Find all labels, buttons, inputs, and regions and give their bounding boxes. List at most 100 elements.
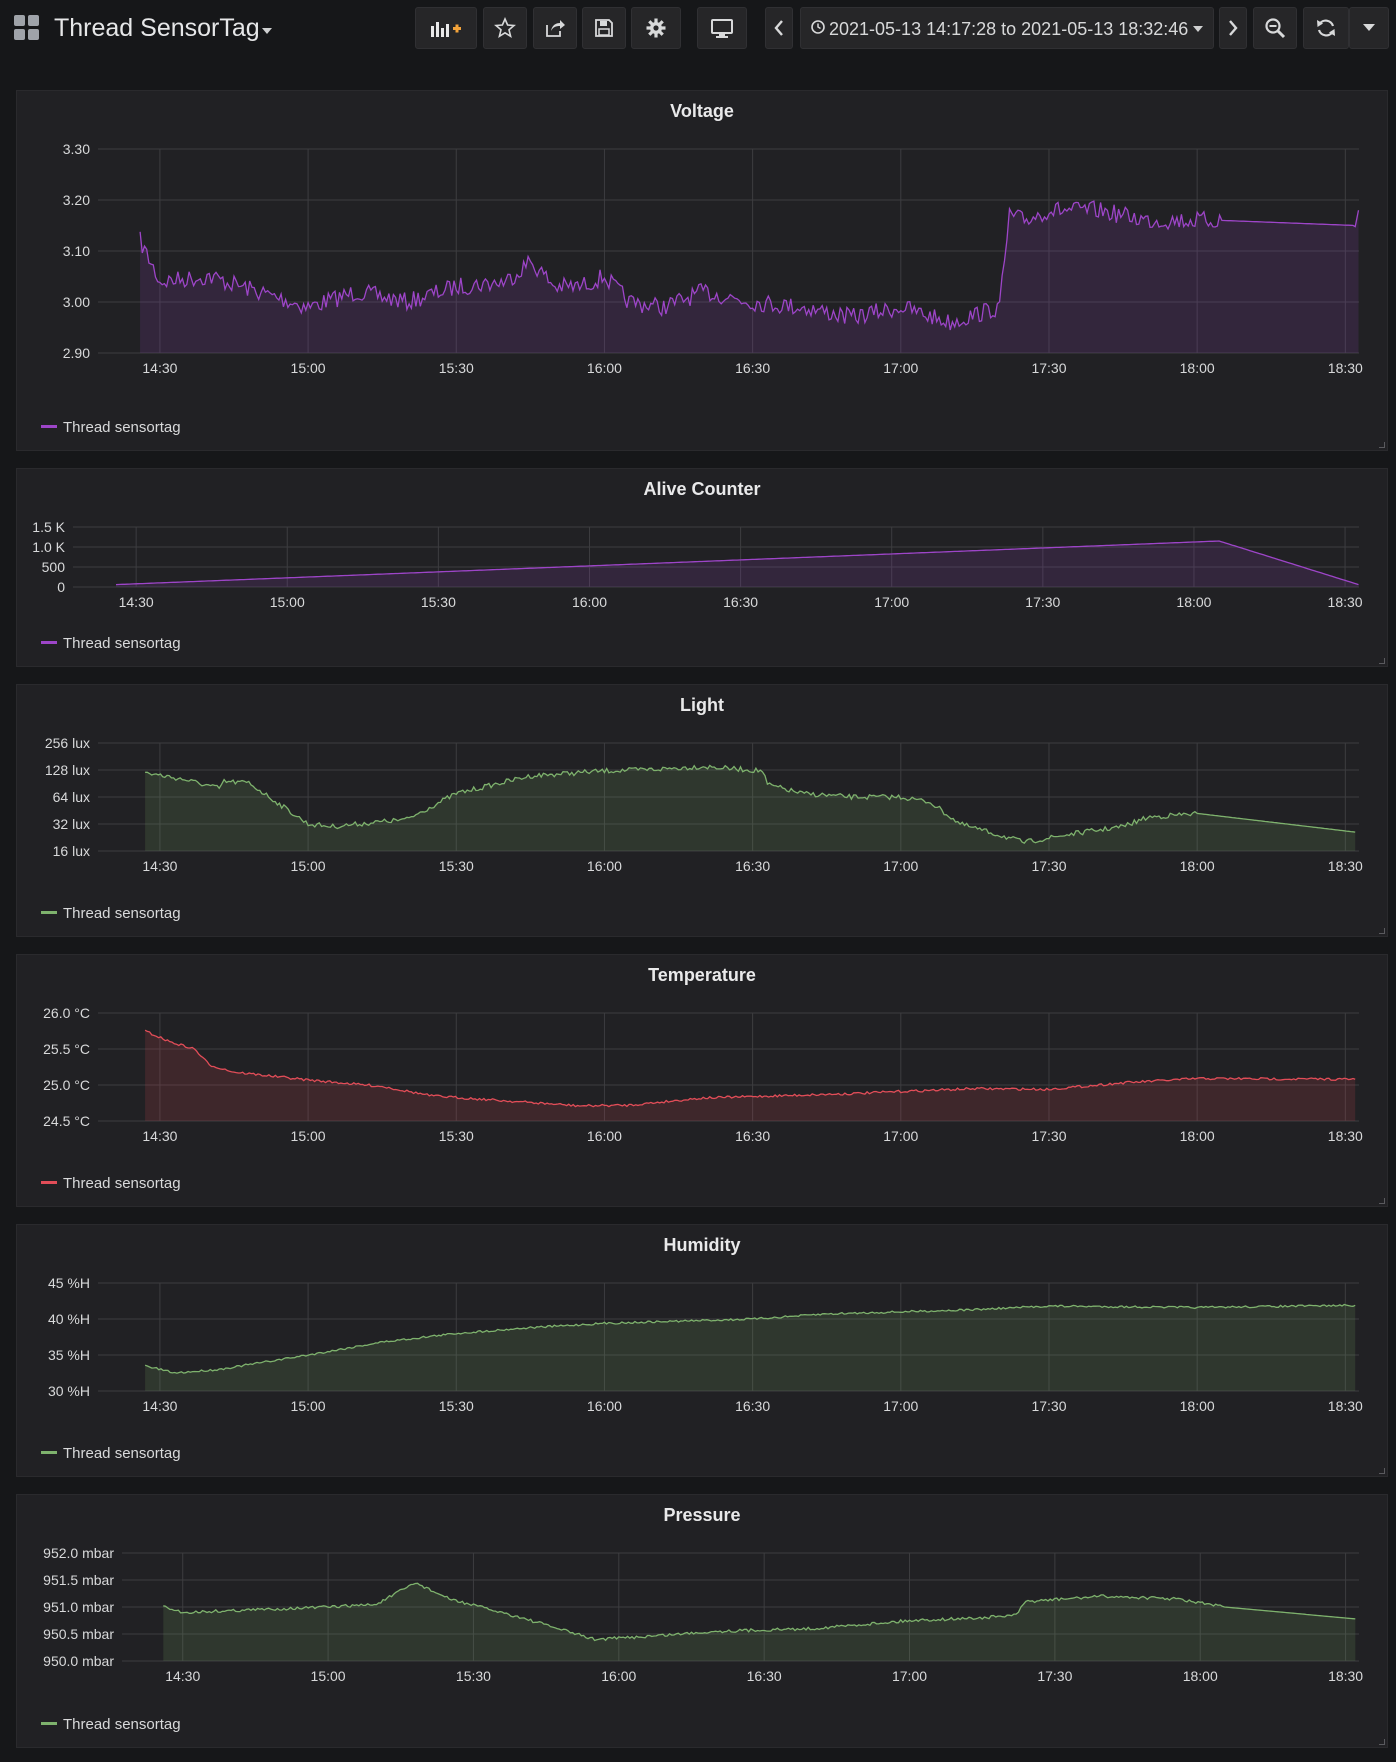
panel-title[interactable]: Alive Counter bbox=[643, 479, 761, 499]
y-tick-label: 128 lux bbox=[45, 762, 90, 778]
time-forward-button[interactable] bbox=[1219, 7, 1247, 49]
light-chart: 256 lux 128 lux 64 lux 32 lux 16 lux 14:30 15:… bbox=[45, 735, 1363, 874]
refresh-icon bbox=[1317, 19, 1335, 37]
x-tick-label: 17:30 bbox=[1031, 858, 1066, 874]
series-area bbox=[163, 1583, 1356, 1661]
series-line[interactable] bbox=[139, 200, 1360, 331]
x-tick-label: 16:30 bbox=[735, 1128, 770, 1144]
x-tick-label: 16:00 bbox=[572, 594, 607, 610]
series-line[interactable] bbox=[163, 1582, 1356, 1642]
legend-series-label[interactable]: Thread sensortag bbox=[63, 635, 181, 652]
x-tick-label: 18:00 bbox=[1180, 858, 1215, 874]
dashboard-title[interactable]: Thread SensorTag bbox=[54, 14, 260, 42]
y-tick-label: 25.0 °C bbox=[43, 1077, 90, 1093]
x-tick-label: 16:00 bbox=[587, 1398, 622, 1414]
x-tick-label: 17:00 bbox=[883, 360, 918, 376]
star-button[interactable] bbox=[483, 7, 527, 49]
legend-series-label[interactable]: Thread sensortag bbox=[63, 905, 181, 922]
legend-swatch bbox=[41, 1180, 57, 1184]
resize-handle[interactable] bbox=[1379, 658, 1385, 664]
series-area bbox=[116, 541, 1359, 587]
settings-button[interactable] bbox=[631, 7, 681, 49]
refresh-interval-button[interactable] bbox=[1349, 7, 1389, 49]
chevron-right-icon bbox=[1229, 20, 1238, 36]
x-tick-label: 16:00 bbox=[601, 1668, 636, 1684]
y-tick-label: 2.90 bbox=[63, 345, 90, 361]
resize-handle[interactable] bbox=[1379, 928, 1385, 934]
series-line[interactable] bbox=[145, 764, 1356, 845]
resize-handle[interactable] bbox=[1379, 1198, 1385, 1204]
zoom-out-button[interactable] bbox=[1253, 7, 1297, 49]
x-tick-label: 18:30 bbox=[1328, 594, 1363, 610]
save-button[interactable] bbox=[582, 7, 626, 49]
resize-handle[interactable] bbox=[1379, 1739, 1385, 1745]
x-tick-label: 18:30 bbox=[1328, 1398, 1363, 1414]
y-tick-label: 25.5 °C bbox=[43, 1041, 90, 1057]
y-tick-label: 3.10 bbox=[63, 243, 90, 259]
panel-alive-counter: Alive Counter 1.5 K 1.0 K 500 0 14:30 15:00 15… bbox=[16, 468, 1388, 667]
y-tick-label: 16 lux bbox=[53, 843, 90, 859]
x-tick-label: 16:00 bbox=[587, 1128, 622, 1144]
x-tick-label: 15:00 bbox=[270, 594, 305, 610]
resize-handle[interactable] bbox=[1379, 442, 1385, 448]
x-tick-label: 14:30 bbox=[119, 594, 154, 610]
y-tick-label: 951.0 mbar bbox=[43, 1599, 114, 1615]
resize-handle[interactable] bbox=[1379, 1468, 1385, 1474]
share-button[interactable] bbox=[533, 7, 577, 49]
panel-title[interactable]: Temperature bbox=[648, 965, 756, 985]
x-tick-label: 15:00 bbox=[291, 1128, 326, 1144]
y-tick-label: 26.0 °C bbox=[43, 1005, 90, 1021]
panel-title[interactable]: Voltage bbox=[670, 101, 734, 121]
x-tick-label: 15:00 bbox=[291, 1398, 326, 1414]
time-range-label: 2021-05-13 14:17:28 to 2021-05-13 18:32:… bbox=[829, 19, 1189, 39]
panel-title[interactable]: Pressure bbox=[663, 1505, 741, 1525]
y-tick-label: 3.00 bbox=[63, 294, 90, 310]
tv-mode-button[interactable] bbox=[697, 7, 747, 49]
legend-swatch bbox=[41, 640, 57, 644]
zoom-out-icon bbox=[1265, 18, 1286, 39]
series-line[interactable] bbox=[115, 540, 1359, 586]
refresh-button[interactable] bbox=[1303, 7, 1349, 49]
legend-series-label[interactable]: Thread sensortag bbox=[63, 1716, 181, 1733]
x-tick-label: 15:00 bbox=[311, 1668, 346, 1684]
share-icon bbox=[546, 20, 565, 37]
y-tick-label: 950.5 mbar bbox=[43, 1626, 114, 1642]
y-tick-label: 0 bbox=[57, 579, 65, 595]
series-area bbox=[145, 765, 1356, 851]
legend-series-label[interactable]: Thread sensortag bbox=[63, 1175, 181, 1192]
series-line[interactable] bbox=[144, 1029, 1356, 1108]
series-area bbox=[145, 1304, 1356, 1391]
x-tick-label: 17:30 bbox=[1031, 1398, 1066, 1414]
panel-title[interactable]: Light bbox=[680, 695, 724, 715]
time-back-button[interactable] bbox=[765, 7, 793, 49]
panel-title[interactable]: Humidity bbox=[663, 1235, 741, 1255]
x-tick-label: 17:30 bbox=[1031, 360, 1066, 376]
x-tick-label: 16:00 bbox=[587, 858, 622, 874]
x-tick-label: 17:00 bbox=[892, 1668, 927, 1684]
x-tick-label: 16:30 bbox=[747, 1668, 782, 1684]
add-panel-button[interactable] bbox=[415, 7, 477, 49]
x-tick-label: 16:00 bbox=[587, 360, 622, 376]
voltage-chart: 3.30 3.20 3.10 3.00 2.90 14:30 15:00 15:30 16:00… bbox=[63, 141, 1363, 376]
dashboard-grid-icon[interactable] bbox=[14, 15, 40, 41]
x-tick-label: 17:00 bbox=[883, 1128, 918, 1144]
y-tick-label: 256 lux bbox=[45, 735, 90, 751]
x-tick-label: 18:00 bbox=[1180, 1128, 1215, 1144]
star-icon bbox=[494, 17, 516, 39]
legend-series-label[interactable]: Thread sensortag bbox=[63, 419, 181, 436]
x-tick-label: 16:30 bbox=[735, 1398, 770, 1414]
y-tick-label: 32 lux bbox=[53, 816, 90, 832]
add-panel-icon bbox=[431, 22, 461, 37]
time-range-picker[interactable]: 2021-05-13 14:17:28 to 2021-05-13 18:32:… bbox=[800, 7, 1214, 49]
top-bar: Thread SensorTag bbox=[0, 0, 1396, 58]
panel-light: Light 256 lux 128 lux 64 lux 32 lux 16 lux 14… bbox=[16, 684, 1388, 937]
legend-swatch bbox=[41, 424, 57, 428]
legend-series-label[interactable]: Thread sensortag bbox=[63, 1445, 181, 1462]
x-tick-label: 17:00 bbox=[883, 858, 918, 874]
series-line[interactable] bbox=[144, 1303, 1356, 1374]
legend-swatch bbox=[41, 1450, 57, 1454]
x-tick-label: 15:00 bbox=[291, 360, 326, 376]
title-dropdown-icon[interactable] bbox=[262, 28, 272, 34]
x-tick-label: 15:30 bbox=[439, 360, 474, 376]
legend-swatch bbox=[41, 1721, 57, 1725]
